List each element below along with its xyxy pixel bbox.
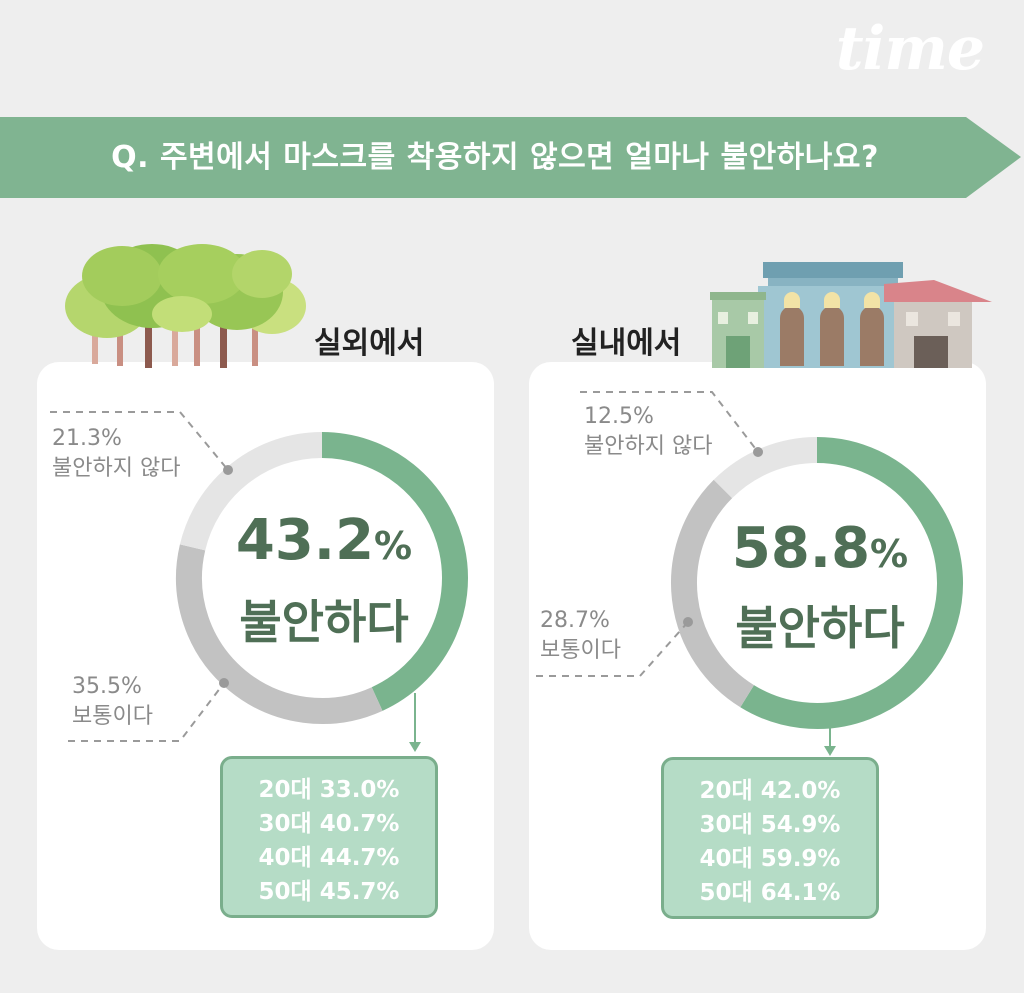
age-label: 50대	[258, 879, 312, 905]
buildings-illustration	[710, 262, 992, 368]
indoor-segment-uneasy	[740, 437, 963, 729]
age-value: 45.7%	[319, 879, 400, 905]
indoor-neutral-pct: 28.7%	[540, 608, 610, 633]
indoor-headline-unit: %	[870, 532, 909, 576]
age-label: 50대	[699, 880, 753, 906]
age-value: 33.0%	[319, 777, 400, 803]
age-label: 30대	[699, 812, 753, 838]
age-row: 20대 33.0%	[223, 773, 435, 807]
outdoor-not-uneasy-label: 불안하지 않다	[52, 456, 181, 481]
outdoor-segment-not-uneasy	[179, 432, 323, 551]
age-label: 20대	[258, 777, 312, 803]
outdoor-headline-unit: %	[374, 524, 413, 568]
age-value: 64.1%	[760, 880, 841, 906]
indoor-not-uneasy-pct: 12.5%	[584, 404, 654, 429]
indoor-callout-neutral: 28.7% 보통이다	[540, 606, 621, 666]
age-value: 59.9%	[760, 846, 841, 872]
indoor-headline-label: 불안하다	[735, 601, 905, 655]
question-banner	[0, 117, 1021, 198]
outdoor-segment-neutral	[176, 544, 383, 724]
age-value: 40.7%	[319, 811, 400, 837]
age-value: 54.9%	[760, 812, 841, 838]
outdoor-callout-neutral: 35.5% 보통이다	[72, 672, 153, 732]
trees-illustration	[65, 244, 306, 368]
age-row: 30대 54.9%	[664, 808, 876, 842]
outdoor-headline-number: 43.2	[235, 508, 375, 573]
indoor-callout-not-uneasy: 12.5% 불안하지 않다	[584, 402, 712, 462]
indoor-not-uneasy-label: 불안하지 않다	[584, 434, 713, 459]
age-value: 42.0%	[760, 778, 841, 804]
indoor-segment-neutral	[671, 479, 755, 708]
outdoor-neutral-pct: 35.5%	[72, 674, 142, 699]
indoor-neutral-label: 보통이다	[540, 638, 621, 663]
age-row: 50대 64.1%	[664, 876, 876, 910]
outdoor-headline-label: 불안하다	[239, 595, 409, 649]
outdoor-neutral-label: 보통이다	[72, 704, 153, 729]
age-label: 20대	[699, 778, 753, 804]
indoor-age-breakdown: 20대 42.0% 30대 54.9% 40대 59.9% 50대 64.1%	[661, 757, 879, 919]
age-row: 50대 45.7%	[223, 875, 435, 909]
indoor-headline-value: 58.8%	[670, 516, 970, 581]
brand-logo: time	[835, 14, 985, 84]
age-label: 40대	[699, 846, 753, 872]
indoor-segment-not-uneasy	[713, 437, 818, 499]
outdoor-headline-value: 43.2%	[174, 508, 474, 573]
question-text: Q. 주변에서 마스크를 착용하지 않으면 얼마나 불안하나요?	[111, 140, 879, 175]
age-row: 20대 42.0%	[664, 774, 876, 808]
age-label: 40대	[258, 845, 312, 871]
indoor-title: 실내에서	[571, 326, 682, 361]
age-row: 40대 59.9%	[664, 842, 876, 876]
outdoor-not-uneasy-pct: 21.3%	[52, 426, 122, 451]
outdoor-callout-not-uneasy: 21.3% 불안하지 않다	[52, 424, 180, 484]
indoor-headline-number: 58.8	[731, 516, 871, 581]
age-label: 30대	[258, 811, 312, 837]
age-row: 30대 40.7%	[223, 807, 435, 841]
age-value: 44.7%	[319, 845, 400, 871]
outdoor-segment-uneasy	[321, 432, 468, 711]
age-row: 40대 44.7%	[223, 841, 435, 875]
outdoor-title: 실외에서	[314, 326, 425, 361]
outdoor-age-breakdown: 20대 33.0% 30대 40.7% 40대 44.7% 50대 45.7%	[220, 756, 438, 918]
